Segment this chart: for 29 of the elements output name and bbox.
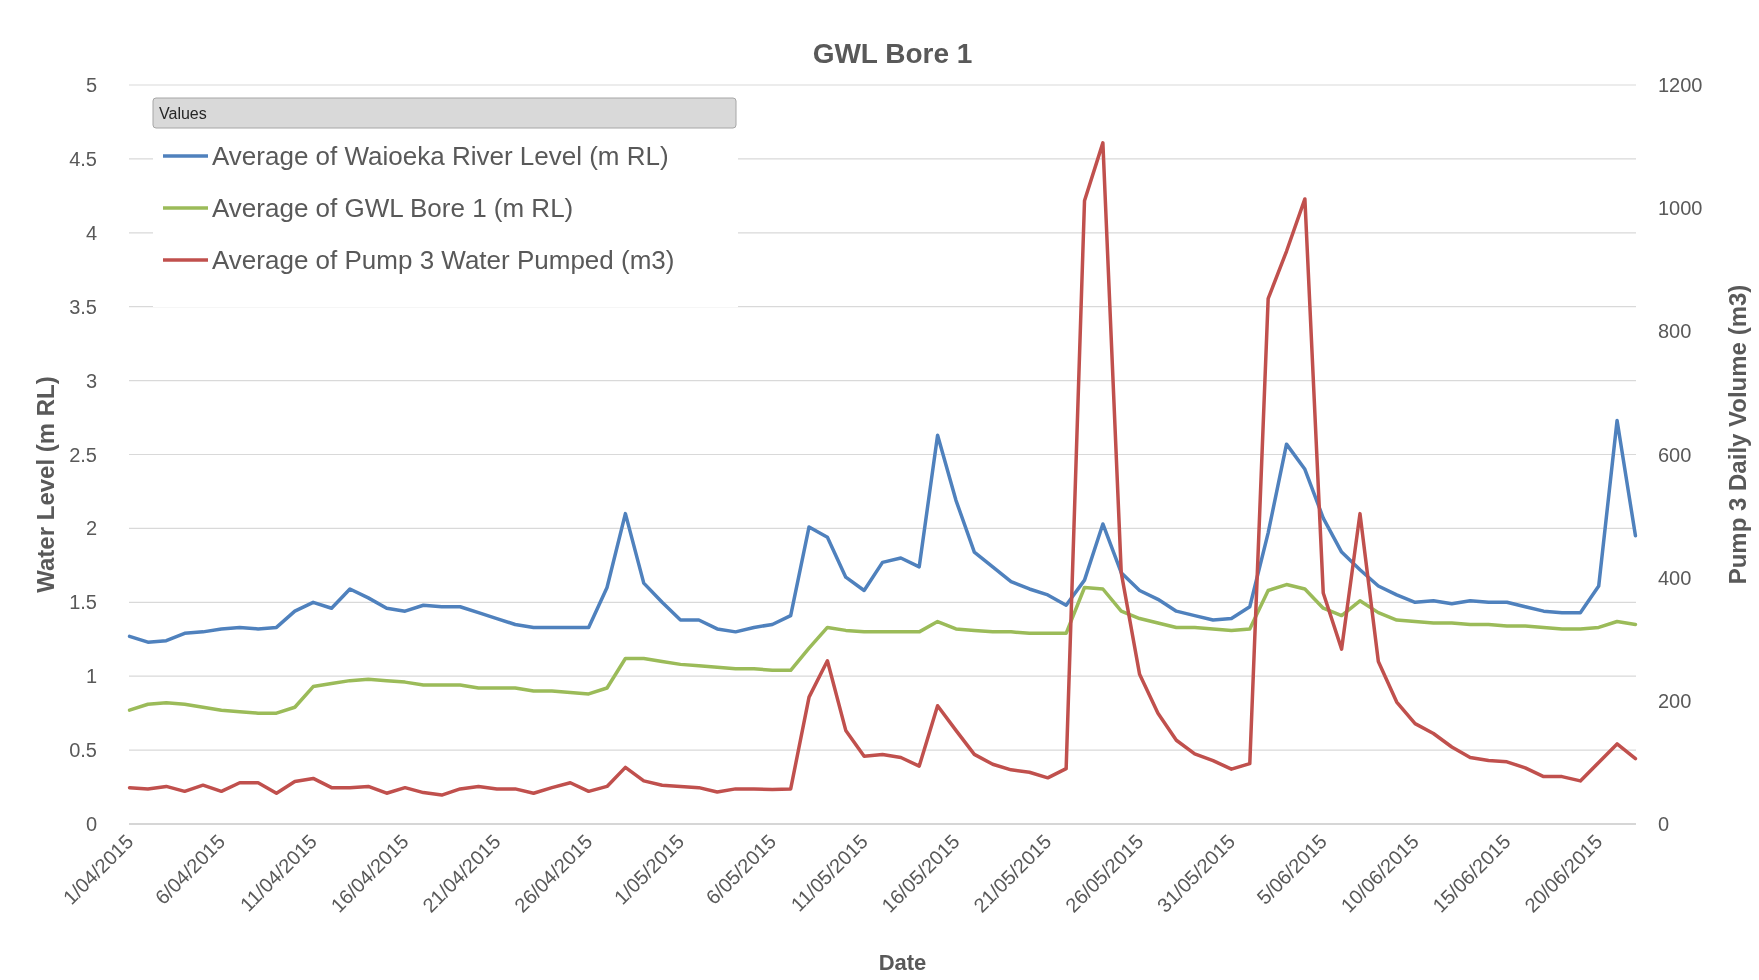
y-tick-label: 3 — [85, 369, 97, 392]
legend-label: Average of Waioeka River Level (m RL) — [212, 141, 669, 172]
y-tick-label: 4.5 — [69, 147, 97, 170]
y-tick-label: 4 — [85, 221, 97, 244]
y2-tick-label: 600 — [1658, 443, 1692, 466]
y-tick-label: 0 — [85, 813, 97, 835]
y2-tick-label: 200 — [1658, 689, 1692, 712]
y-tick-label: 1.5 — [69, 591, 97, 614]
y-tick-label: 1 — [85, 665, 97, 688]
y2-tick-label: 1200 — [1658, 74, 1703, 96]
y2-tick-label: 1000 — [1658, 197, 1703, 220]
y2-axis-title: Pump 3 Daily Volume (m3) — [1724, 284, 1751, 585]
y-tick-label: 5 — [85, 74, 97, 96]
line-series — [127, 141, 1638, 797]
y2-tick-label: 800 — [1658, 320, 1692, 343]
x-axis-title: Date — [878, 950, 927, 975]
y2-tick-label: 0 — [1658, 813, 1670, 835]
legend-label: Average of GWL Bore 1 (m RL) — [212, 193, 574, 224]
y-axis-title: Water Level (m RL) — [32, 376, 59, 593]
y-tick-label: 2 — [85, 517, 97, 540]
line-series — [127, 582, 1638, 715]
y-tick-label: 0.5 — [69, 739, 97, 762]
y2-tick-label: 400 — [1658, 566, 1692, 589]
legend-title: Values — [159, 104, 207, 122]
y-tick-label: 2.5 — [69, 443, 97, 466]
legend-label: Average of Pump 3 Water Pumped (m3) — [212, 245, 675, 276]
line-series — [127, 418, 1638, 644]
chart-title: GWL Bore 1 — [812, 38, 973, 69]
y-tick-label: 3.5 — [69, 295, 97, 318]
